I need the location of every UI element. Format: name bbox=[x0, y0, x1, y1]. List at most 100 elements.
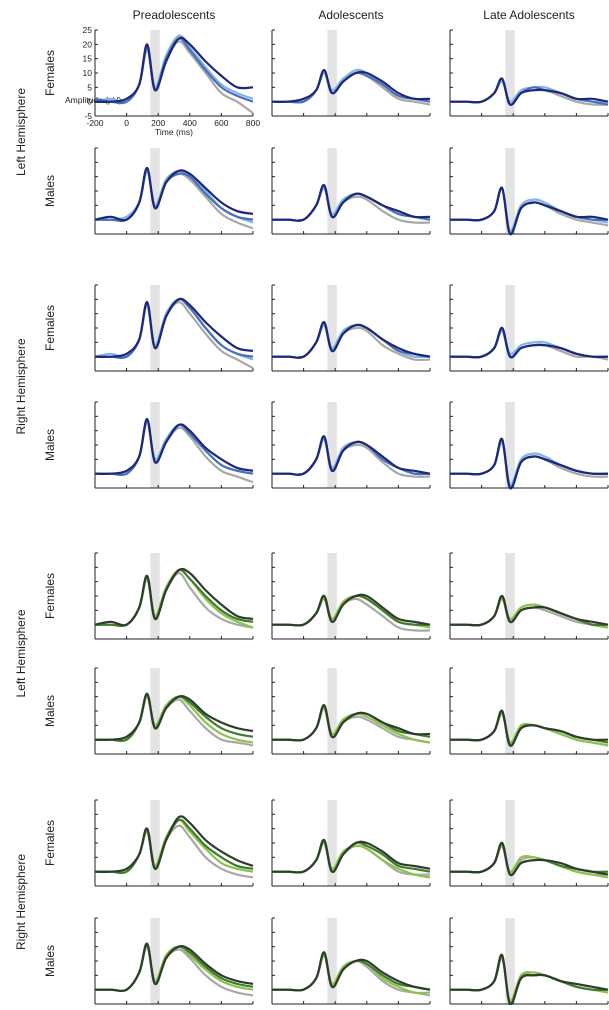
erp-line bbox=[271, 951, 431, 992]
panel bbox=[449, 147, 609, 236]
stimulus-window bbox=[150, 800, 160, 886]
erp-line bbox=[94, 945, 254, 993]
row-label: Males bbox=[43, 175, 57, 207]
panel bbox=[449, 29, 609, 117]
panel bbox=[271, 799, 431, 887]
stimulus-window bbox=[505, 285, 515, 371]
x-tick-label: -200 bbox=[86, 118, 103, 128]
erp-line bbox=[95, 695, 254, 744]
stimulus-window bbox=[505, 918, 515, 1004]
erp-line bbox=[450, 186, 609, 233]
erp-line bbox=[450, 186, 609, 236]
erp-line bbox=[449, 956, 609, 1003]
stimulus-window bbox=[505, 402, 515, 488]
panel bbox=[94, 147, 254, 235]
erp-line bbox=[449, 594, 609, 627]
x-tick-label: 800 bbox=[246, 118, 260, 128]
stimulus-window bbox=[327, 668, 337, 754]
stimulus-window bbox=[505, 668, 515, 754]
stimulus-window bbox=[327, 148, 337, 234]
erp-line bbox=[272, 839, 431, 874]
erp-line bbox=[94, 567, 254, 627]
erp-line bbox=[272, 707, 431, 744]
erp-line bbox=[271, 593, 431, 627]
erp-line bbox=[95, 166, 254, 223]
erp-line bbox=[450, 186, 609, 236]
stimulus-window bbox=[327, 553, 337, 639]
stimulus-window bbox=[150, 30, 160, 116]
stimulus-window bbox=[150, 285, 160, 371]
stimulus-window bbox=[327, 800, 337, 886]
erp-line bbox=[449, 956, 609, 1003]
group-label: Left Hemisphere bbox=[14, 609, 28, 697]
group-label: Right Hemisphere bbox=[14, 854, 28, 950]
erp-line bbox=[94, 37, 254, 105]
erp-line bbox=[450, 709, 609, 747]
stimulus-window bbox=[150, 553, 160, 639]
erp-line bbox=[450, 437, 609, 490]
y-tick-label: -5 bbox=[84, 111, 92, 121]
erp-line bbox=[94, 166, 254, 222]
row-label: Females bbox=[43, 50, 57, 96]
erp-line bbox=[94, 297, 254, 358]
panel bbox=[449, 799, 609, 887]
erp-line bbox=[95, 824, 254, 879]
column-title: Late Adolescents bbox=[483, 8, 574, 22]
panel bbox=[449, 284, 609, 372]
panel bbox=[271, 917, 431, 1005]
erp-line bbox=[94, 418, 254, 475]
panel: -5 0 5 10 15 20 25 -200 0 200 400 600 800 Time (ms) Am… bbox=[65, 25, 260, 137]
x-tick-label: 0 bbox=[124, 118, 129, 128]
x-axis-label: Time (ms) bbox=[155, 127, 193, 137]
erp-line bbox=[272, 704, 431, 742]
panel bbox=[94, 667, 254, 755]
y-axis-label: Amplitude (μV) bbox=[65, 95, 122, 105]
y-tick-label: 0 bbox=[87, 97, 92, 107]
x-tick-label: 200 bbox=[151, 118, 165, 128]
x-tick-label: 600 bbox=[214, 118, 228, 128]
stimulus-window bbox=[505, 30, 515, 116]
erp-line bbox=[449, 953, 609, 1006]
y-tick-label: 10 bbox=[83, 68, 93, 78]
erp-line bbox=[272, 184, 431, 222]
erp-line bbox=[271, 321, 431, 359]
erp-line bbox=[450, 440, 609, 487]
panel bbox=[271, 667, 431, 755]
erp-line bbox=[94, 815, 254, 873]
panel bbox=[271, 29, 431, 117]
erp-line bbox=[272, 187, 431, 224]
erp-line bbox=[94, 169, 254, 224]
stimulus-window bbox=[505, 148, 515, 234]
row-label: Males bbox=[43, 695, 57, 727]
panel bbox=[449, 667, 609, 755]
erp-line bbox=[450, 841, 609, 877]
stimulus-window bbox=[327, 918, 337, 1004]
column-title: Preadolescents bbox=[133, 8, 216, 22]
erp-line bbox=[94, 692, 254, 741]
column-title: Adolescents bbox=[318, 8, 383, 22]
stimulus-window bbox=[505, 553, 515, 639]
y-tick-label: 20 bbox=[83, 39, 93, 49]
erp-line bbox=[449, 329, 609, 359]
erp-line bbox=[271, 69, 431, 103]
erp-line bbox=[272, 435, 431, 476]
panel bbox=[271, 552, 431, 640]
row-label: Males bbox=[43, 429, 57, 461]
row-label: Females bbox=[43, 820, 57, 866]
y-tick-label: 15 bbox=[83, 54, 93, 64]
erp-line bbox=[449, 326, 609, 359]
panel bbox=[271, 284, 431, 372]
panel bbox=[449, 917, 609, 1006]
erp-line bbox=[450, 77, 609, 106]
y-tick-label: 25 bbox=[83, 25, 93, 35]
stimulus-window bbox=[327, 30, 337, 116]
group-label: Left Hemisphere bbox=[14, 88, 28, 176]
panel bbox=[94, 799, 254, 887]
erp-line bbox=[449, 953, 609, 1006]
panel bbox=[94, 917, 254, 1005]
panel bbox=[271, 401, 431, 489]
panel bbox=[449, 401, 609, 490]
panel bbox=[94, 284, 254, 372]
panel bbox=[449, 552, 609, 640]
